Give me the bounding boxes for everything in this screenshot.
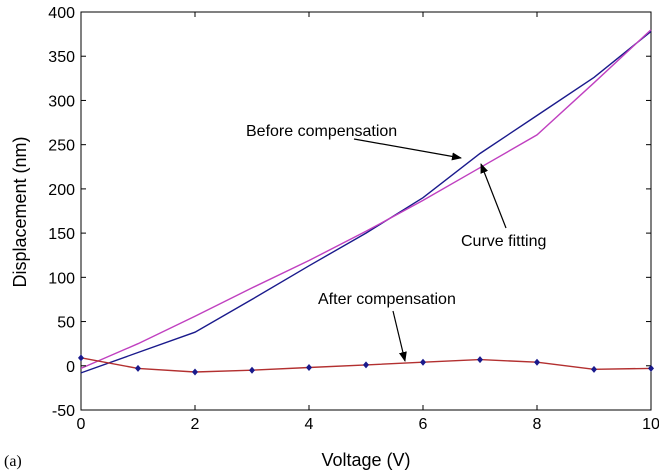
y-tick-label: 0 [66,359,75,376]
annotation-before-compensation-arrow [353,138,462,161]
annotation-curve-fitting: Curve fitting [461,233,546,250]
y-tick-label: 200 [48,182,75,199]
y-tick-label: 300 [48,93,75,110]
x-tick-label: 4 [305,416,314,433]
x-tick-label: 2 [191,416,200,433]
after-compensation-point [477,356,483,364]
plot-frame [80,11,652,411]
y-axis-title: Displacement (nm) [10,136,30,287]
after-compensation-point [135,364,141,372]
after-compensation-point [591,365,597,373]
y-tick-label: 50 [57,315,75,332]
y-tick-label: 250 [48,138,75,155]
annotation-after-compensation: After compensation [318,291,456,308]
after-compensation-point [78,354,84,362]
series-before-compensation-line [80,30,652,374]
y-tick-label: -50 [52,403,75,420]
after-compensation-point [648,364,654,372]
annotation-curve-fitting-arrow [480,163,507,229]
x-tick-label: 8 [533,416,542,433]
annotation-after-compensation-arrow [392,310,407,362]
y-tick-label: 350 [48,49,75,66]
panel-label: (a) [4,453,22,470]
y-tick-label: 400 [48,5,75,22]
series-curve-fitting-line [80,29,652,370]
x-axis-title: Voltage (V) [321,450,410,470]
annotation-layer: Before compensation Curve fitting After co… [246,123,546,362]
plot-area [80,11,652,411]
annotation-before-compensation: Before compensation [246,123,397,140]
x-tick-label: 0 [77,416,86,433]
after-compensation-point [192,368,198,376]
after-compensation-point [420,358,426,366]
x-tick-label: 10 [642,416,659,433]
after-compensation-point [363,361,369,369]
after-compensation-point [534,358,540,366]
series-layer [78,29,654,376]
after-compensation-point [249,366,255,374]
y-tick-label: 100 [48,270,75,287]
after-compensation-point [306,364,312,372]
x-tick-label: 6 [419,416,428,433]
y-tick-label: 150 [48,226,75,243]
